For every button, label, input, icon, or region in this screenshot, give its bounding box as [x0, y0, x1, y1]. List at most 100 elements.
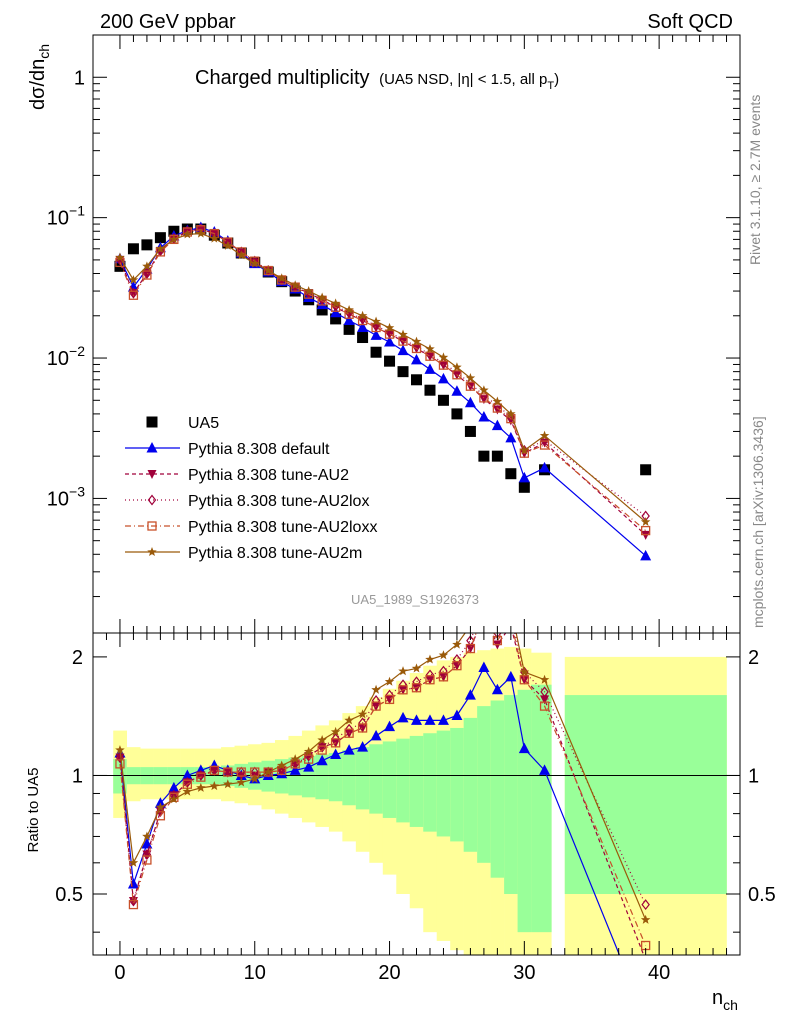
- pythia-8-308-tune-au2loxx-ratio-point: [236, 767, 246, 777]
- pythia-8-308-tune-au2m-point: [317, 292, 327, 302]
- pythia-8-308-tune-au2m-point: [506, 408, 516, 418]
- inner-band-bin: [490, 700, 505, 878]
- pythia-8-308-default-ratio-point: [397, 711, 409, 723]
- ua5-point: [478, 450, 490, 462]
- pythia-8-308-tune-au2loxx-ratio-point: [480, 608, 488, 616]
- main-y-axis-label-sub: ch: [36, 44, 52, 59]
- pythia-8-308-tune-au2loxx-point: [425, 351, 435, 361]
- x-tick-label: 40: [648, 962, 670, 984]
- ua5-point: [370, 346, 382, 358]
- pythia-8-308-tune-au2m-point: [155, 243, 166, 253]
- main-y-tick-label: 10−3: [47, 483, 85, 510]
- pythia-8-308-default-point: [478, 411, 490, 422]
- pythia-8-308-default-point: [397, 344, 409, 356]
- inner-band-bin: [382, 741, 397, 818]
- pythia-8-308-tune-au2m-ratio-point: [276, 760, 287, 770]
- pythia-8-308-tune-au2loxx-ratio-point: [223, 767, 233, 777]
- pythia-8-308-tune-au2m-ratio-point: [425, 654, 435, 664]
- pythia-8-308-tune-au2loxx-ratio-point: [128, 899, 139, 910]
- pythia-8-308-default-ratio-point: [411, 714, 422, 725]
- pythia-8-308-tune-au2loxx-ratio-point: [411, 683, 422, 693]
- pythia-8-308-tune-au2m-ratio-point: [196, 782, 206, 792]
- pythia-8-308-tune-au2m-ratio-point: [249, 773, 260, 783]
- ua5-point: [451, 408, 463, 420]
- pythia-8-308-default-ratio-point: [141, 837, 153, 849]
- x-axis-label-sub: ch: [723, 997, 738, 1013]
- pythia-8-308-tune-au2m-ratio-point: [115, 745, 125, 755]
- pythia-8-308-tune-au2loxx-point: [465, 381, 476, 391]
- pythia-8-308-tune-au2m-point: [384, 322, 395, 332]
- pythia-8-308-tune-au2m-point: [519, 445, 530, 455]
- main-frame: [92, 34, 741, 634]
- ua5-point: [154, 232, 166, 244]
- main-y-axis-label: dσ/dnch: [27, 44, 52, 110]
- pythia-8-308-tune-au2m-ratio-point: [142, 831, 152, 841]
- pythia-8-308-default-ratio-point: [330, 748, 342, 760]
- pythia-8-308-default-point: [464, 396, 476, 408]
- legend-label: Pythia 8.308 tune-AU2loxx: [188, 519, 377, 536]
- pythia-8-308-default-point: [539, 461, 551, 473]
- pythia-8-308-tune-au2m-point: [438, 352, 449, 362]
- ua5-point: [505, 468, 517, 480]
- pythia-8-308-tune-au2m-point: [465, 373, 476, 383]
- pythia-8-308-tune-au2m-ratio-point: [479, 585, 489, 594]
- pythia-8-308-tune-au2loxx-ratio-point: [115, 759, 125, 769]
- pythia-8-308-tune-au2lox-ratio-point: [452, 654, 462, 665]
- pythia-8-308-tune-au2loxx-point: [479, 393, 489, 403]
- main-y-axis-label-text: dσ/dn: [27, 59, 49, 110]
- rivet-version-label: Rivet 3.1.10, ≥ 2.7M events: [747, 95, 763, 265]
- pythia-8-308-tune-au2m-ratio-point: [236, 777, 247, 787]
- pythia-8-308-default-point: [437, 372, 449, 384]
- inner-band-bin: [436, 730, 451, 837]
- pythia-8-308-default-ratio-point: [181, 769, 193, 780]
- pythia-8-308-tune-au2-ratio-point: [465, 644, 475, 654]
- pythia-8-308-tune-au2-line: [119, 228, 647, 536]
- pythia-8-308-tune-au2-ratio-point: [479, 611, 488, 620]
- pythia-8-308-default-ratio-point: [316, 754, 328, 766]
- pythia-8-308-tune-au2loxx-ratio-point: [344, 728, 354, 738]
- inner-band-bin: [396, 738, 411, 823]
- pythia-8-308-tune-au2m-point: [357, 310, 368, 320]
- inner-band-bin: [301, 756, 316, 798]
- inner-band-bin: [463, 717, 478, 852]
- pythia-8-308-default-ratio-point: [384, 720, 396, 732]
- pythia-8-308-default-ratio-point: [505, 670, 517, 682]
- pythia-8-308-tune-au2loxx-ratio-line: [119, 633, 647, 946]
- ua5-point: [464, 425, 476, 437]
- inner-band-bin: [423, 733, 438, 832]
- pythia-8-308-tune-au2loxx-point: [142, 270, 152, 280]
- ua5-point: [384, 355, 396, 367]
- pythia-8-308-tune-au2loxx-point: [640, 525, 651, 536]
- pythia-8-308-tune-au2-point: [438, 361, 448, 371]
- inner-band-bin: [531, 684, 552, 933]
- pythia-8-308-tune-au2-point: [641, 530, 651, 540]
- pythia-8-308-tune-au2m-point: [236, 250, 247, 260]
- pythia-8-308-default-point: [384, 336, 396, 347]
- plot-title-detail: (UA5 NSD, |η| < 1.5, all p: [379, 71, 547, 88]
- legend-entry: Pythia 8.308 tune-AU2lox: [125, 493, 369, 510]
- plot-title-detail-end: ): [554, 71, 559, 88]
- pythia-8-308-tune-au2m-ratio-point: [303, 746, 314, 756]
- pythia-8-308-tune-au2loxx-ratio-point: [196, 772, 206, 782]
- legend-marker: [147, 470, 157, 479]
- ua5-point: [127, 243, 139, 255]
- pythia-8-308-default-ratio-point: [464, 689, 476, 700]
- pythia-8-308-tune-au2m-ratio-point: [640, 914, 651, 924]
- pythia-8-308-tune-au2m-point: [640, 516, 651, 526]
- pythia-8-308-tune-au2loxx-ratio-point: [438, 672, 449, 682]
- pythia-8-308-tune-au2m-point: [371, 316, 381, 326]
- pythia-8-308-tune-au2m-ratio-point: [539, 674, 550, 684]
- pythia-8-308-default-ratio-point: [640, 1014, 651, 1024]
- plot-title-main: Charged multiplicity: [195, 67, 370, 89]
- pythia-8-308-default-ratio-point: [518, 742, 530, 754]
- x-tick-label: 10: [244, 962, 266, 984]
- inner-band-bin: [355, 747, 370, 810]
- pythia-8-308-tune-au2lox-ratio-point: [129, 895, 138, 907]
- pythia-8-308-tune-au2m-ratio-point: [169, 794, 179, 804]
- pythia-8-308-tune-au2m-ratio-point: [290, 754, 300, 764]
- pythia-8-308-tune-au2loxx-ratio-point: [357, 723, 368, 733]
- pythia-8-308-tune-au2m-ratio-point: [263, 767, 273, 777]
- pythia-8-308-tune-au2m-ratio-point: [209, 781, 220, 791]
- ratio-y-tick-label-right: 1: [748, 765, 759, 787]
